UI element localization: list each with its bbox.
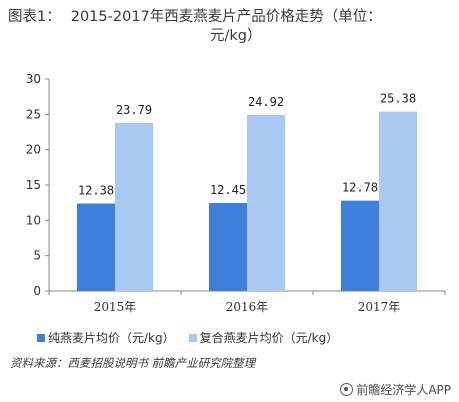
legend-label-pure: 纯燕麦片均价（元/kg） <box>48 331 175 345</box>
data-label-compound: 24.92 <box>248 95 284 109</box>
bar-pure <box>77 203 115 291</box>
data-label-pure: 12.78 <box>342 181 378 195</box>
chart-title-line1: 2015-2017年西麦燕麦片产品价格走势（单位： <box>70 9 382 25</box>
chart-legend: 纯燕麦片均价（元/kg） 复合燕麦片均价（元/kg） <box>37 329 338 346</box>
legend-item-compound: 复合燕麦片均价（元/kg） <box>188 329 339 346</box>
y-tick-label: 20 <box>26 143 41 157</box>
data-label-pure: 12.38 <box>78 184 114 198</box>
legend-swatch-compound <box>188 333 197 342</box>
bar-pure <box>209 203 247 291</box>
brand-mark: 前瞻经济学人APP <box>340 381 451 398</box>
y-tick-label: 10 <box>26 213 41 227</box>
bar-compound <box>115 122 153 291</box>
x-tick-label: 2015年 <box>94 300 137 314</box>
x-tick-label: 2017年 <box>358 300 401 314</box>
source-note: 资料来源：西麦招股说明书 前瞻产业研究院整理 <box>10 356 256 370</box>
y-tick-label: 0 <box>33 284 41 298</box>
brand-logo-icon <box>340 383 354 396</box>
bar-compound <box>247 114 285 291</box>
y-tick-label: 5 <box>33 249 41 263</box>
chart-title-prefix: 图表1： <box>8 9 61 25</box>
legend-swatch-pure <box>37 333 45 342</box>
brand-name: 前瞻经济学人APP <box>356 383 451 397</box>
data-label-compound: 23.79 <box>116 103 152 117</box>
chart-title-line2: 元/kg） <box>210 28 262 44</box>
y-tick-label: 30 <box>26 72 41 86</box>
x-tick-label: 2016年 <box>226 300 269 314</box>
chart-title: 图表1： 2015-2017年西麦燕麦片产品价格走势（单位： 元/kg） <box>8 8 451 46</box>
data-label-compound: 25.38 <box>380 92 416 106</box>
bar-compound <box>379 111 417 291</box>
y-tick-label: 15 <box>26 178 41 192</box>
y-tick-label: 25 <box>26 107 41 121</box>
data-label-pure: 12.45 <box>210 183 246 197</box>
legend-item-pure: 纯燕麦片均价（元/kg） <box>37 329 175 346</box>
legend-label-compound: 复合燕麦片均价（元/kg） <box>199 331 339 345</box>
bar-pure <box>341 200 379 291</box>
